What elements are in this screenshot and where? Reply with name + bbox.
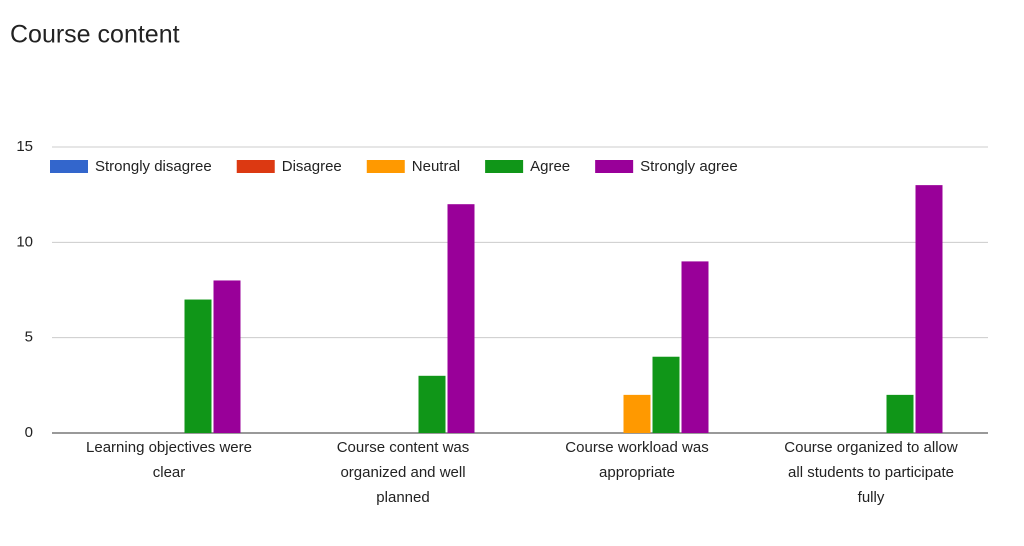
legend-swatch [50, 160, 88, 173]
legend-label: Agree [530, 158, 570, 175]
y-tick-label: 5 [25, 329, 33, 346]
x-tick-label: Course workload was appropriate [565, 439, 708, 481]
legend-swatch [595, 160, 634, 173]
bar [213, 280, 241, 433]
y-tick-label: 10 [16, 233, 33, 250]
y-tick-label: 0 [25, 424, 33, 441]
bar [418, 375, 446, 433]
bar [652, 356, 680, 433]
legend-swatch [236, 160, 275, 173]
bar [623, 394, 651, 433]
legend-label: Strongly agree [640, 158, 738, 175]
legend-label: Neutral [412, 158, 460, 175]
x-tick-label: Course content was organized and well plan… [337, 439, 470, 506]
x-tick-label: Learning objectives were clear [86, 439, 252, 481]
bar [681, 261, 709, 433]
legend-label: Strongly disagree [95, 158, 212, 175]
bar [447, 204, 475, 433]
chart-title: Course content [10, 21, 180, 49]
x-tick-label: Course organized to allow all students to… [784, 439, 958, 506]
legend-swatch [366, 160, 405, 173]
legend-swatch [485, 160, 524, 173]
bar [886, 394, 914, 433]
y-tick-label: 15 [16, 138, 33, 155]
bar [184, 299, 212, 433]
legend-label: Disagree [282, 158, 342, 175]
bar [915, 185, 943, 433]
